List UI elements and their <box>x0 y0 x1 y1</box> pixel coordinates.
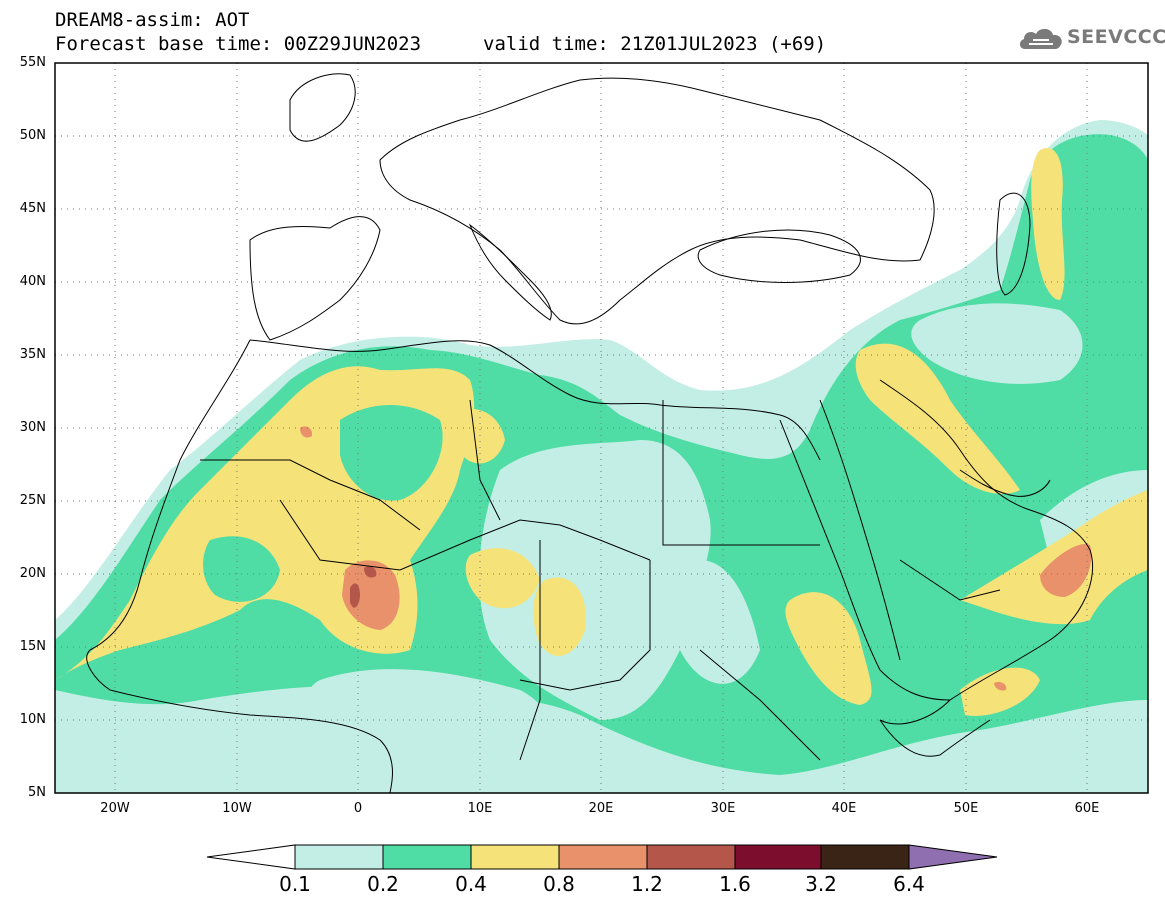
colorbar-label-1.6: 1.6 <box>719 872 751 896</box>
lon-label-50e: 50E <box>953 801 979 816</box>
aot-contour-1.2 <box>350 583 360 608</box>
seevccc-logo: SEEVCCC <box>1017 22 1165 54</box>
lon-label-0: 0 <box>353 801 363 816</box>
lat-label-40n: 40N <box>19 274 46 289</box>
lat-label-15n: 15N <box>19 639 46 654</box>
lat-label-5n: 5N <box>28 785 46 800</box>
colorbar-label-1.2: 1.2 <box>631 872 663 896</box>
lon-label-10e: 10E <box>467 801 493 816</box>
lon-label-10w: 10W <box>222 801 252 816</box>
valid-time: valid time: 21Z01JUL2023 (+69) <box>483 33 827 55</box>
coastlines <box>86 73 1094 793</box>
lat-label-30n: 30N <box>19 420 46 435</box>
logo-text: SEEVCCC <box>1067 26 1165 48</box>
lon-label-60e: 60E <box>1074 801 1100 816</box>
lat-label-50n: 50N <box>19 128 46 143</box>
aot-contour-0.8 <box>342 560 400 630</box>
lat-label-10n: 10N <box>19 712 46 727</box>
lon-label-30e: 30E <box>710 801 736 816</box>
colorbar-label-0.2: 0.2 <box>367 872 399 896</box>
forecast-base-time: Forecast base time: 00Z29JUN2023 <box>55 33 422 55</box>
colorbar-label-0.1: 0.1 <box>279 872 311 896</box>
lon-label-40e: 40E <box>831 801 857 816</box>
lat-label-20n: 20N <box>19 566 46 581</box>
colorbar-label-0.4: 0.4 <box>455 872 487 896</box>
lon-label-20e: 20E <box>588 801 614 816</box>
lat-label-25n: 25N <box>19 493 46 508</box>
lat-label-55n: 55N <box>19 55 46 70</box>
cloud-icon <box>1019 28 1062 49</box>
lat-label-35n: 35N <box>19 347 46 362</box>
lon-label-20w: 20W <box>100 801 130 816</box>
map-title: DREAM8-assim: AOT <box>55 9 250 31</box>
lat-label-45n: 45N <box>19 201 46 216</box>
colorbar-label-0.8: 0.8 <box>543 872 575 896</box>
colorbar-label-3.2: 3.2 <box>805 872 837 896</box>
colorbar-label-6.4: 6.4 <box>893 872 925 896</box>
